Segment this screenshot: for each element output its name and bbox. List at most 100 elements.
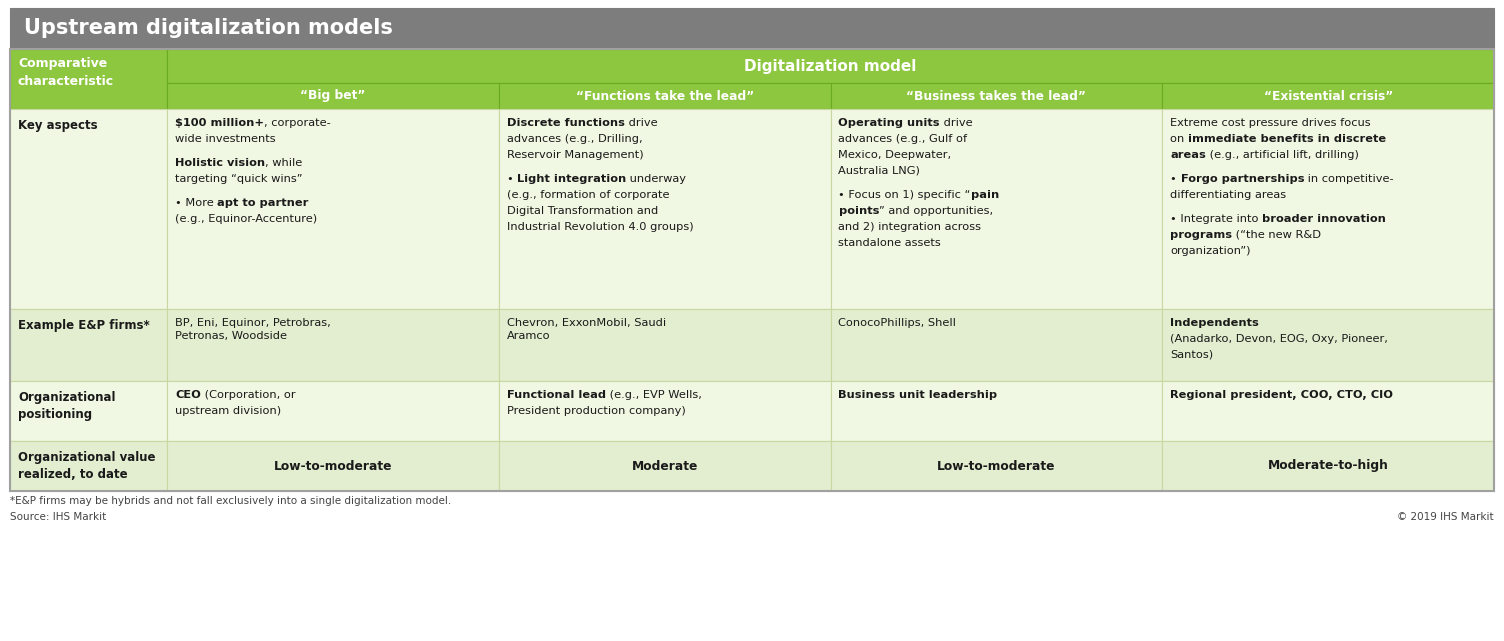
Text: Organizational value
realized, to date: Organizational value realized, to date	[18, 451, 155, 481]
Text: Upstream digitalization models: Upstream digitalization models	[24, 18, 393, 38]
Text: Light integration: Light integration	[517, 174, 626, 184]
Bar	[11, 49, 167, 109]
Text: immediate benefits in discrete: immediate benefits in discrete	[1188, 134, 1387, 144]
Text: standalone assets: standalone assets	[839, 238, 942, 248]
Bar	[1163, 381, 1493, 441]
Text: Extreme cost pressure drives focus: Extreme cost pressure drives focus	[1170, 118, 1370, 128]
Text: Example E&P firms*: Example E&P firms*	[18, 319, 150, 332]
Bar	[1163, 83, 1493, 109]
Text: Functional lead: Functional lead	[507, 390, 606, 400]
Text: , while: , while	[265, 158, 302, 168]
Text: ConocoPhillips, Shell: ConocoPhillips, Shell	[839, 318, 957, 328]
Text: Source: IHS Markit: Source: IHS Markit	[11, 512, 107, 522]
Text: pain: pain	[972, 190, 999, 200]
Text: drive: drive	[624, 118, 657, 128]
Bar	[499, 441, 830, 491]
Text: • Focus on 1) specific “: • Focus on 1) specific “	[839, 190, 972, 200]
Text: Regional president, COO, CTO, CIO: Regional president, COO, CTO, CIO	[1170, 390, 1393, 400]
Text: Operating units: Operating units	[839, 118, 940, 128]
Bar	[1163, 109, 1493, 309]
Text: areas: areas	[1170, 150, 1206, 160]
Text: (e.g., Equinor-Accenture): (e.g., Equinor-Accenture)	[174, 214, 317, 224]
Text: Organizational
positioning: Organizational positioning	[18, 391, 116, 421]
Bar	[1163, 309, 1493, 381]
Text: Low-to-moderate: Low-to-moderate	[937, 460, 1056, 472]
Text: Moderate: Moderate	[632, 460, 698, 472]
Bar	[499, 83, 830, 109]
Text: (e.g., formation of corporate: (e.g., formation of corporate	[507, 190, 669, 200]
Text: Holistic vision: Holistic vision	[174, 158, 265, 168]
Bar	[11, 109, 167, 309]
Text: Independents: Independents	[1170, 318, 1259, 328]
Text: “Existential crisis”: “Existential crisis”	[1263, 90, 1393, 103]
Bar	[167, 49, 1493, 83]
Text: points: points	[839, 206, 878, 216]
Bar	[167, 441, 499, 491]
Text: Chevron, ExxonMobil, Saudi
Aramco: Chevron, ExxonMobil, Saudi Aramco	[507, 318, 666, 341]
Text: Low-to-moderate: Low-to-moderate	[274, 460, 393, 472]
Bar	[11, 309, 167, 381]
Bar	[830, 83, 1163, 109]
Text: Business unit leadership: Business unit leadership	[839, 390, 997, 400]
Text: Mexico, Deepwater,: Mexico, Deepwater,	[839, 150, 952, 160]
Text: in competitive-: in competitive-	[1304, 174, 1394, 184]
Text: drive: drive	[940, 118, 973, 128]
Text: Digital Transformation and: Digital Transformation and	[507, 206, 659, 216]
Text: programs: programs	[1170, 230, 1232, 240]
Bar	[830, 441, 1163, 491]
Text: BP, Eni, Equinor, Petrobras,
Petronas, Woodside: BP, Eni, Equinor, Petrobras, Petronas, W…	[174, 318, 331, 341]
Bar	[499, 381, 830, 441]
Text: Forgo partnerships: Forgo partnerships	[1181, 174, 1304, 184]
Text: advances (e.g., Drilling,: advances (e.g., Drilling,	[507, 134, 642, 144]
Text: *E&P firms may be hybrids and not fall exclusively into a single digitalization : *E&P firms may be hybrids and not fall e…	[11, 496, 451, 506]
Text: Moderate-to-high: Moderate-to-high	[1268, 460, 1388, 472]
Text: and 2) integration across: and 2) integration across	[839, 222, 982, 232]
Bar	[830, 109, 1163, 309]
Text: (Anadarko, Devon, EOG, Oxy, Pioneer,: (Anadarko, Devon, EOG, Oxy, Pioneer,	[1170, 334, 1388, 344]
Bar	[11, 441, 167, 491]
Bar	[499, 109, 830, 309]
Text: ” and opportunities,: ” and opportunities,	[878, 206, 993, 216]
Text: President production company): President production company)	[507, 406, 686, 416]
Bar	[11, 8, 1493, 48]
Text: (e.g., artificial lift, drilling): (e.g., artificial lift, drilling)	[1206, 150, 1360, 160]
Text: Industrial Revolution 4.0 groups): Industrial Revolution 4.0 groups)	[507, 222, 693, 232]
Text: (“the new R&D: (“the new R&D	[1232, 230, 1321, 240]
Text: “Business takes the lead”: “Business takes the lead”	[907, 90, 1086, 103]
Text: , corporate-: , corporate-	[265, 118, 331, 128]
Bar	[167, 309, 499, 381]
Text: apt to partner: apt to partner	[218, 198, 308, 208]
Text: Santos): Santos)	[1170, 350, 1214, 360]
Text: upstream division): upstream division)	[174, 406, 281, 416]
Text: Australia LNG): Australia LNG)	[839, 166, 920, 176]
Bar	[830, 381, 1163, 441]
Text: • Integrate into: • Integrate into	[1170, 214, 1262, 224]
Text: Discrete functions: Discrete functions	[507, 118, 624, 128]
Bar	[167, 381, 499, 441]
Bar	[1163, 441, 1493, 491]
Text: “Big bet”: “Big bet”	[301, 90, 365, 103]
Text: (Corporation, or: (Corporation, or	[202, 390, 295, 400]
Bar	[830, 309, 1163, 381]
Text: wide investments: wide investments	[174, 134, 275, 144]
Text: Comparative
characteristic: Comparative characteristic	[18, 57, 114, 88]
Text: advances (e.g., Gulf of: advances (e.g., Gulf of	[839, 134, 967, 144]
Bar	[11, 381, 167, 441]
Text: Key aspects: Key aspects	[18, 119, 98, 132]
Bar	[167, 109, 499, 309]
Text: Digitalization model: Digitalization model	[744, 58, 916, 74]
Text: •: •	[1170, 174, 1181, 184]
Text: “Functions take the lead”: “Functions take the lead”	[576, 90, 754, 103]
Text: $100 million+: $100 million+	[174, 118, 265, 128]
Bar	[499, 309, 830, 381]
Text: CEO: CEO	[174, 390, 202, 400]
Text: organization”): organization”)	[1170, 246, 1251, 256]
Bar	[11, 49, 1493, 491]
Text: broader innovation: broader innovation	[1262, 214, 1387, 224]
Text: Reservoir Management): Reservoir Management)	[507, 150, 644, 160]
Text: differentiating areas: differentiating areas	[1170, 190, 1286, 200]
Text: (e.g., EVP Wells,: (e.g., EVP Wells,	[606, 390, 702, 400]
Bar	[167, 83, 499, 109]
Text: targeting “quick wins”: targeting “quick wins”	[174, 174, 302, 184]
Text: • More: • More	[174, 198, 218, 208]
